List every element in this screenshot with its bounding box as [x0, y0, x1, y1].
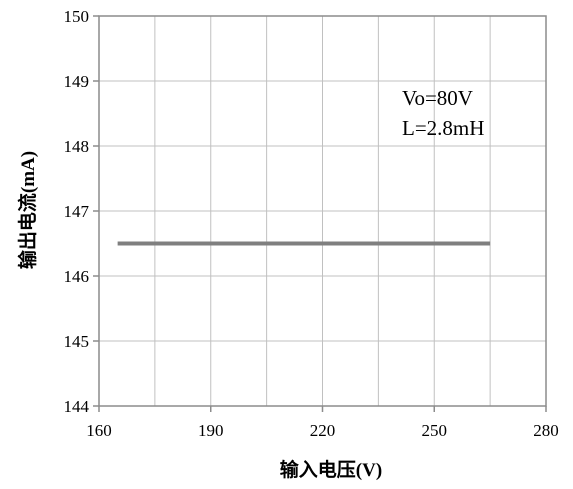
y-tick-label: 147	[64, 202, 90, 221]
x-tick-label: 280	[533, 421, 559, 440]
x-tick-label: 190	[198, 421, 224, 440]
y-tick-label: 145	[64, 332, 90, 351]
x-tick-label: 250	[422, 421, 448, 440]
y-tick-label: 146	[64, 267, 90, 286]
y-axis-title: 输出电流(mA)	[16, 151, 39, 269]
annotation-l: L=2.8mH	[402, 116, 484, 140]
y-tick-label: 150	[64, 7, 90, 26]
tick-labels: 160 190 220 250 280 144 145 146 147 148 149 150	[64, 7, 559, 440]
x-axis-title: 输入电压(V)	[280, 458, 382, 481]
plot-frame	[93, 15, 547, 412]
x-tick-label: 220	[310, 421, 336, 440]
grid-lines	[99, 16, 546, 406]
y-tick-label: 144	[64, 397, 90, 416]
annotation-vo: Vo=80V	[402, 86, 473, 110]
y-tick-label: 148	[64, 137, 90, 156]
y-tick-label: 149	[64, 72, 90, 91]
x-tick-label: 160	[86, 421, 112, 440]
